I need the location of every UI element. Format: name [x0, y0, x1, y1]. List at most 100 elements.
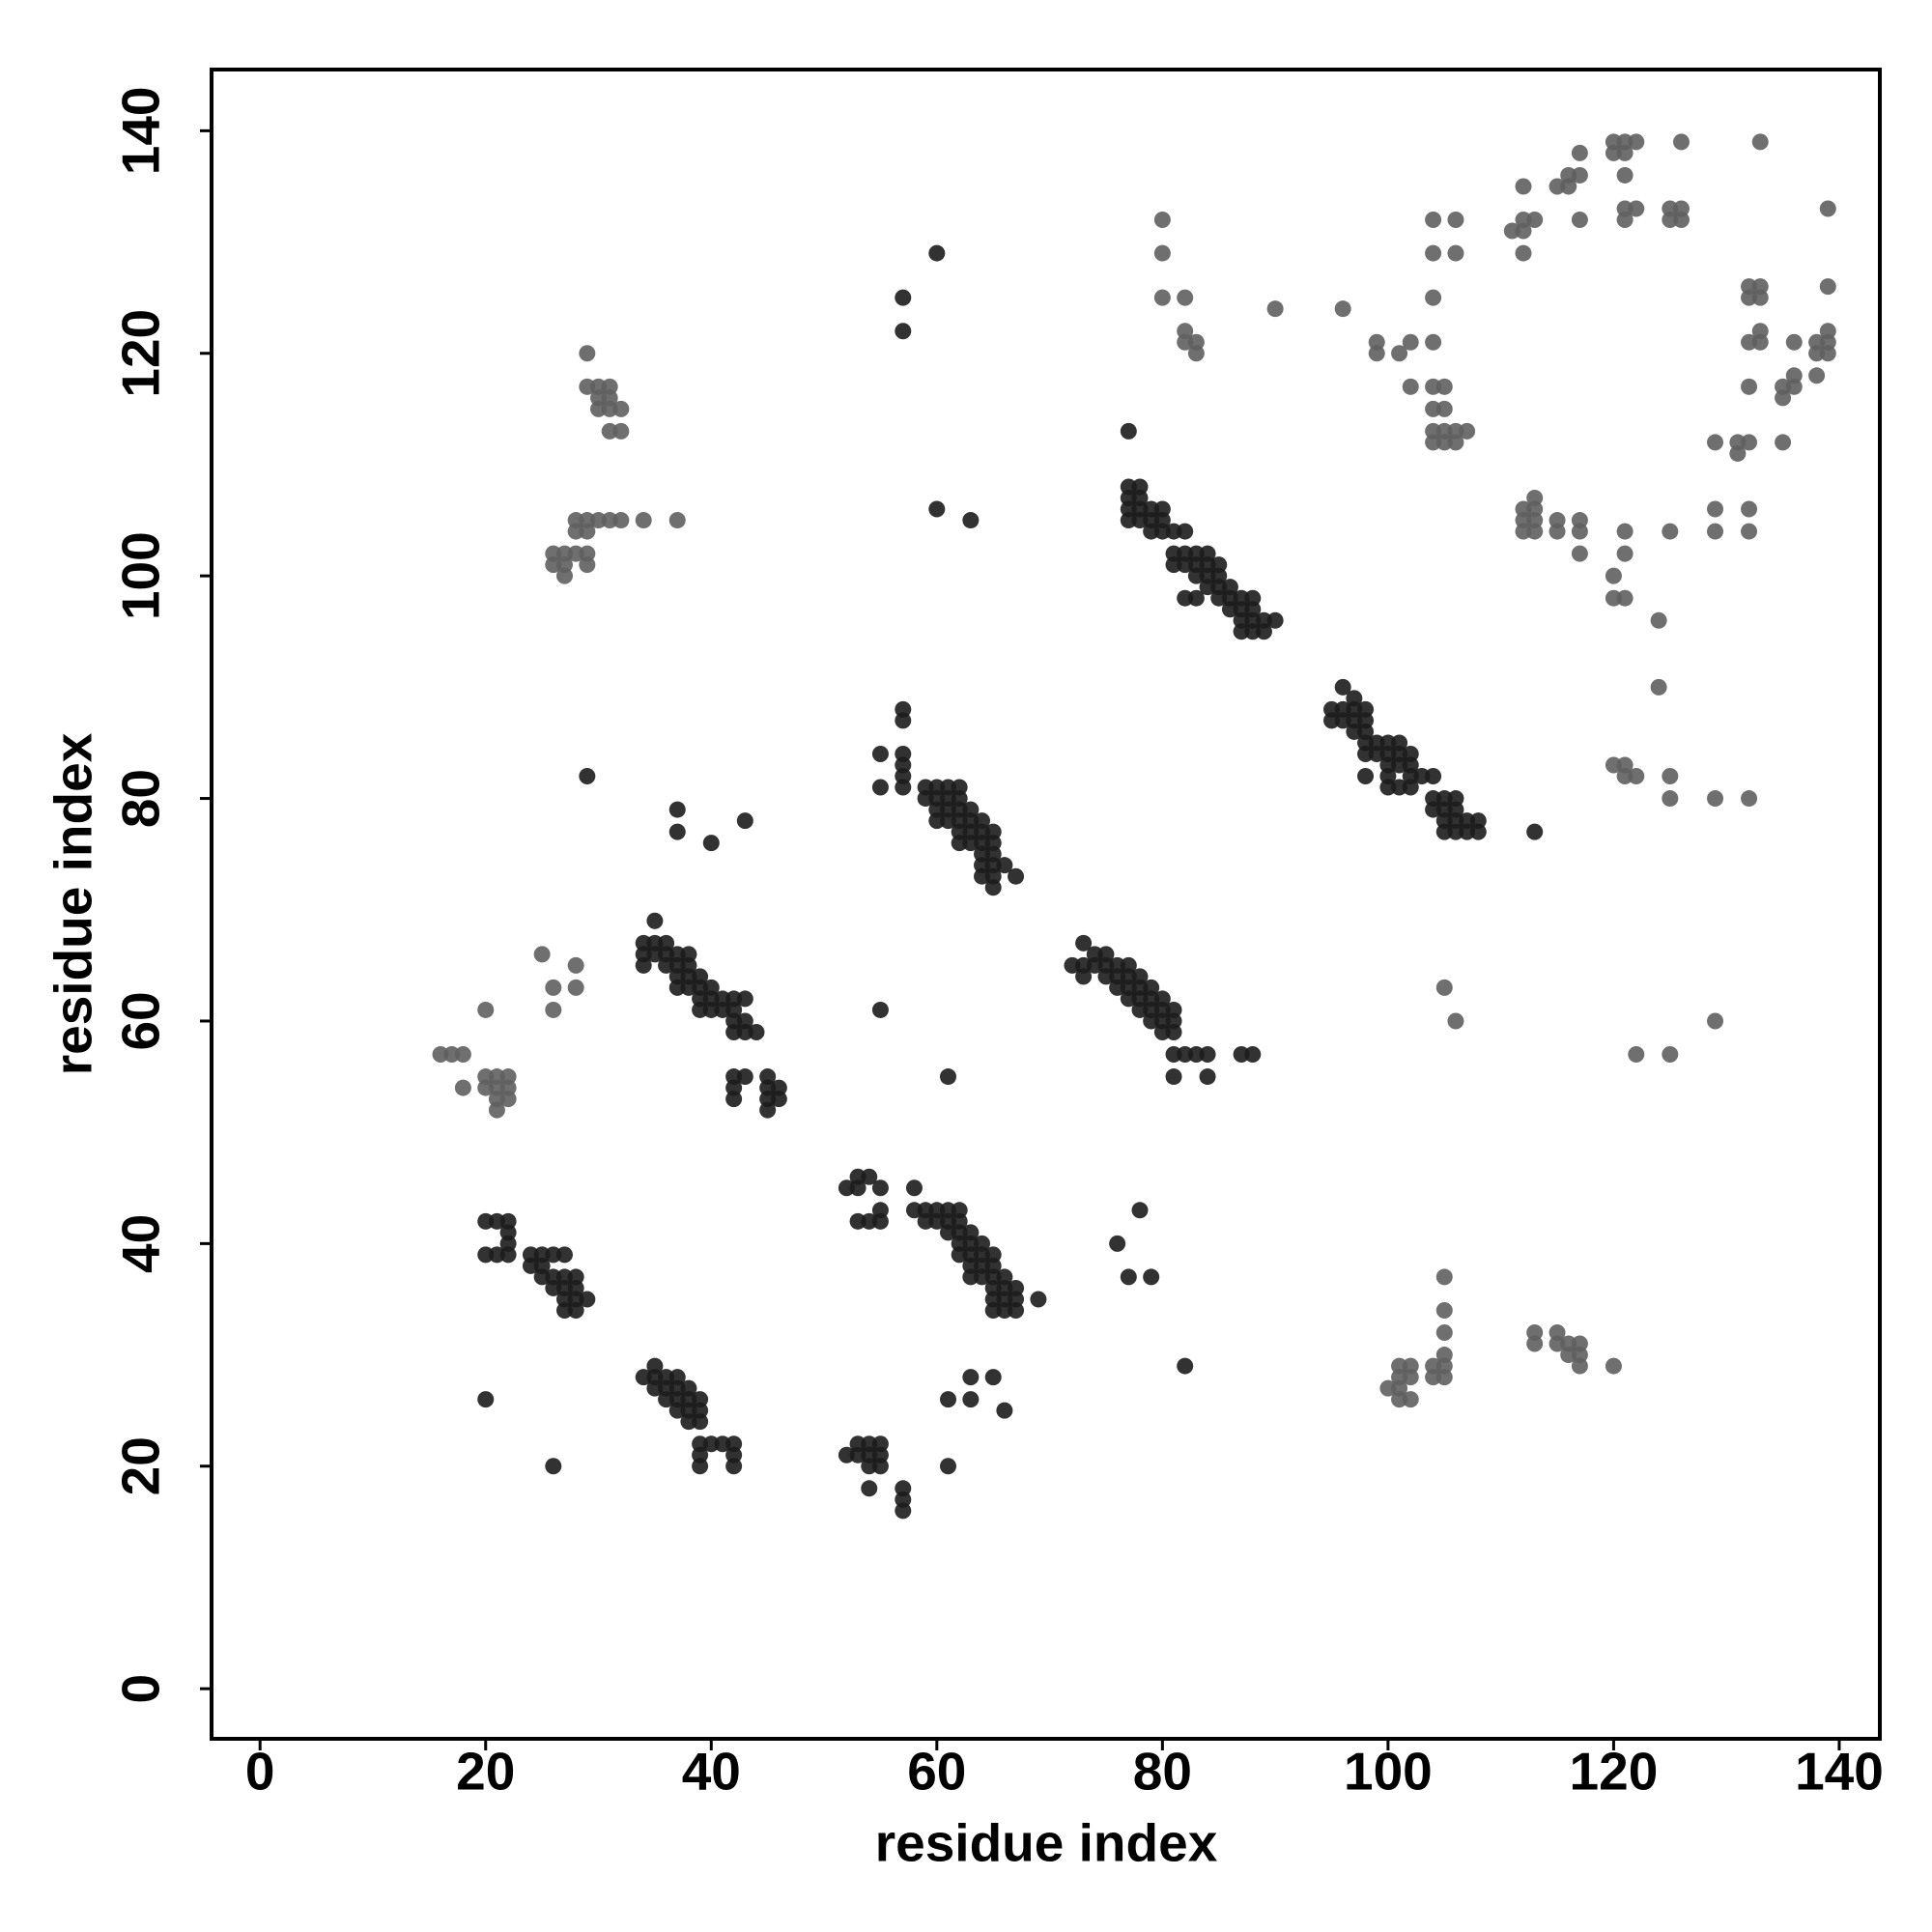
point — [1628, 768, 1645, 785]
point — [1515, 178, 1532, 195]
point — [1548, 523, 1566, 540]
point — [838, 1179, 855, 1197]
point — [1153, 523, 1171, 540]
point — [736, 990, 753, 1008]
point — [1616, 589, 1634, 607]
point — [1605, 567, 1622, 584]
point — [962, 512, 980, 529]
point — [714, 1001, 731, 1018]
point — [1233, 623, 1250, 640]
point — [974, 867, 991, 885]
point — [1616, 523, 1634, 540]
point — [871, 1179, 889, 1197]
point — [1707, 434, 1724, 451]
point — [1165, 523, 1182, 540]
point — [1741, 289, 1758, 306]
point — [1616, 768, 1634, 785]
point — [871, 1202, 889, 1219]
point — [1199, 1046, 1216, 1064]
point — [646, 1357, 664, 1375]
point — [1751, 289, 1769, 306]
point — [1199, 1068, 1216, 1086]
point — [1435, 823, 1453, 840]
point — [1447, 434, 1464, 451]
point — [895, 323, 912, 340]
point — [567, 979, 584, 996]
point — [962, 1268, 980, 1286]
point — [984, 879, 1002, 896]
point — [1819, 345, 1836, 362]
point — [1143, 1012, 1160, 1030]
point — [1402, 378, 1419, 395]
y-tick-label: 140 — [111, 86, 171, 175]
point — [432, 1046, 449, 1064]
point — [905, 1202, 923, 1219]
y-tick-label: 40 — [111, 1214, 171, 1273]
point — [579, 1291, 596, 1308]
point — [1526, 212, 1544, 229]
point — [1435, 1324, 1453, 1342]
point — [1425, 434, 1442, 451]
point — [939, 1068, 956, 1086]
point — [1526, 823, 1544, 840]
point — [1210, 589, 1228, 607]
point — [477, 1001, 495, 1018]
point — [1605, 756, 1622, 774]
point — [1819, 278, 1836, 296]
point — [635, 956, 652, 974]
point — [1729, 444, 1747, 462]
point — [533, 946, 551, 963]
point — [1616, 212, 1634, 229]
point — [1741, 500, 1758, 518]
point — [917, 790, 934, 808]
point — [1707, 1012, 1724, 1030]
point — [1435, 434, 1453, 451]
point — [1526, 1335, 1544, 1352]
point — [1187, 589, 1205, 607]
point — [1785, 367, 1803, 384]
point — [555, 1246, 573, 1264]
point — [1571, 212, 1588, 229]
point — [612, 422, 630, 440]
point — [1391, 345, 1408, 362]
point — [488, 1101, 505, 1119]
point — [1515, 523, 1532, 540]
point — [1628, 133, 1645, 151]
point — [1402, 779, 1419, 796]
point — [895, 712, 912, 729]
point — [1459, 422, 1476, 440]
point — [454, 1079, 471, 1096]
point — [1503, 222, 1520, 240]
point — [590, 512, 608, 529]
point — [1357, 768, 1375, 785]
point — [1515, 244, 1532, 262]
point — [658, 1391, 675, 1408]
point — [635, 1369, 652, 1386]
point — [861, 1168, 878, 1185]
point — [1628, 1046, 1645, 1064]
point — [770, 1091, 787, 1108]
point — [1109, 979, 1126, 996]
point — [1187, 345, 1205, 362]
x-tick-label: 80 — [1133, 1742, 1192, 1802]
point — [1515, 212, 1532, 229]
point — [928, 244, 946, 262]
point — [1413, 768, 1431, 785]
point — [996, 1402, 1013, 1419]
point — [1447, 823, 1464, 840]
point — [1425, 244, 1442, 262]
point — [692, 1458, 709, 1475]
point — [1447, 212, 1464, 229]
point — [545, 1001, 562, 1018]
point — [579, 523, 596, 540]
x-axis-title: residue index — [875, 1813, 1218, 1873]
point — [1571, 545, 1588, 562]
point — [1605, 589, 1622, 607]
point — [1785, 333, 1803, 351]
point — [1447, 244, 1464, 262]
point — [895, 779, 912, 796]
point — [545, 1279, 562, 1296]
point — [1662, 523, 1679, 540]
y-tick-label: 20 — [111, 1436, 171, 1495]
point — [928, 1212, 946, 1230]
